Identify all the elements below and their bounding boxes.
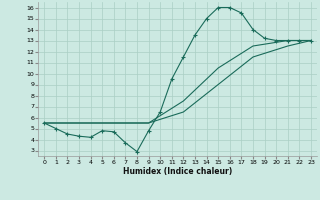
X-axis label: Humidex (Indice chaleur): Humidex (Indice chaleur) bbox=[123, 167, 232, 176]
